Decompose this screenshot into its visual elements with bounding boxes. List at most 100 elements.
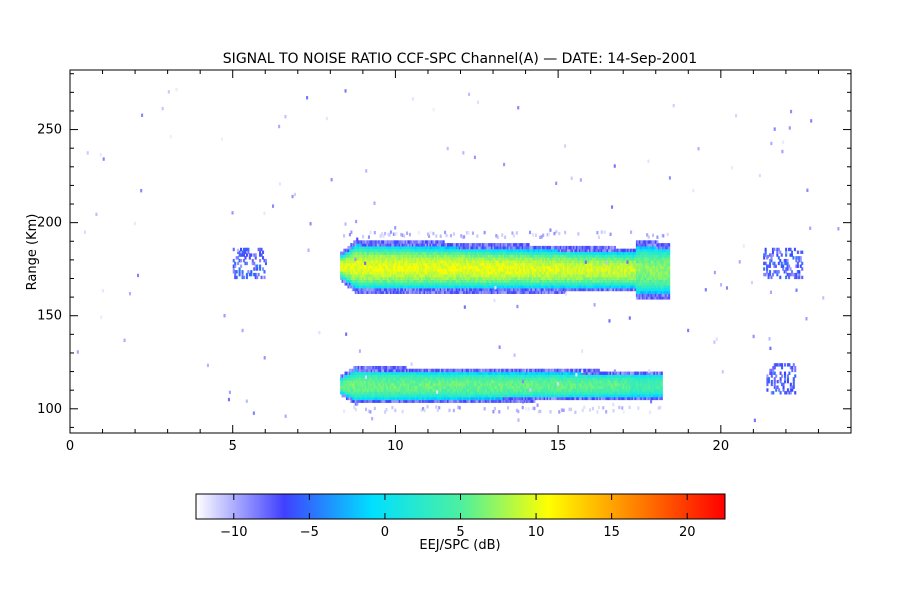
echo-cell	[363, 371, 366, 375]
echo-cell	[647, 273, 650, 278]
echo-cell	[388, 268, 391, 272]
echo-cell	[644, 248, 647, 253]
echo-cell	[427, 271, 431, 275]
echo-cell	[600, 262, 603, 267]
echo-cell	[572, 273, 575, 278]
echo-cell	[385, 377, 388, 381]
echo-cell	[384, 371, 387, 375]
echo-cell	[591, 257, 595, 261]
echo-cell	[432, 279, 435, 283]
echo-cell	[593, 248, 596, 253]
echo-cell	[426, 251, 429, 255]
echo-cell	[490, 265, 493, 269]
echo-cell	[395, 251, 398, 255]
echo-cell	[537, 265, 540, 269]
echo-cell	[363, 399, 366, 403]
echo-cell	[405, 388, 409, 392]
echo-cell	[514, 271, 517, 275]
echo-cell	[378, 259, 381, 264]
echo-cell	[476, 257, 479, 261]
echo-cell	[496, 271, 499, 275]
echo-fringe-cell	[496, 235, 499, 239]
echo-cell	[435, 245, 438, 250]
echo-cell	[613, 254, 616, 258]
echo-cell	[436, 393, 439, 398]
echo-cell	[392, 285, 395, 289]
echo-cell	[511, 273, 514, 278]
echo-cell	[348, 388, 351, 392]
echo-cell	[602, 285, 605, 289]
echo-cell	[419, 282, 422, 286]
echo-cell	[384, 265, 387, 269]
echo-cell	[363, 287, 366, 292]
echo-cell	[498, 243, 501, 247]
echo-fringe-cell	[460, 234, 463, 238]
echo-cell	[572, 262, 575, 267]
echo-cell	[548, 268, 551, 272]
echo-cell	[420, 290, 423, 294]
echo-cell	[515, 268, 518, 272]
echo-cell	[653, 262, 656, 267]
echo-fringe-cell	[467, 231, 470, 235]
echo-cell	[405, 243, 409, 247]
echo-cell	[356, 262, 359, 267]
echo-cell	[364, 257, 368, 261]
echo-cell	[372, 290, 375, 294]
echo-cell	[356, 391, 359, 395]
echo-cell	[354, 271, 357, 275]
echo-cell	[534, 279, 537, 283]
echo-cell	[512, 279, 515, 283]
echo-cell	[422, 279, 425, 283]
echo-cell	[539, 287, 542, 292]
echo-cell	[654, 273, 658, 278]
echo-cell	[637, 259, 640, 264]
echo-cell	[650, 259, 653, 264]
echo-cell	[652, 268, 655, 272]
echo-cell	[581, 279, 584, 283]
echo-cell	[379, 393, 382, 398]
echo-cell	[405, 385, 409, 389]
echo-cell	[539, 257, 542, 261]
echo-cell	[477, 287, 480, 292]
echo-cell	[550, 268, 554, 272]
echo-cell	[410, 282, 413, 286]
echo-cell	[511, 285, 514, 289]
echo-cell	[496, 259, 499, 264]
echo-cell	[414, 254, 417, 258]
echo-cell	[423, 276, 426, 281]
echo-cell	[430, 287, 433, 292]
echo-cell	[631, 251, 634, 255]
echo-cell	[605, 268, 608, 272]
echo-cell	[634, 271, 637, 275]
echo-cell	[385, 393, 388, 398]
echo-cell	[652, 254, 655, 258]
echo-cell	[591, 271, 595, 275]
echo-cell	[354, 368, 357, 373]
echo-cell	[638, 248, 641, 253]
echo-cell	[388, 377, 391, 381]
echo-cell	[485, 276, 488, 281]
echo-cell	[619, 271, 622, 275]
echo-cell	[477, 248, 480, 253]
echo-cell	[356, 254, 359, 258]
echo-cell	[403, 371, 406, 375]
echo-cell	[427, 243, 431, 247]
echo-cell	[530, 285, 533, 289]
echo-cell	[427, 374, 431, 378]
echo-cell	[580, 245, 583, 250]
echo-cell	[455, 287, 458, 292]
echo-cell	[646, 243, 649, 247]
echo-cell	[586, 268, 589, 272]
echo-cell	[403, 265, 406, 269]
echo-cell	[452, 245, 455, 250]
echo-cell	[404, 254, 407, 258]
echo-cell	[414, 271, 417, 275]
echo-cell	[559, 245, 562, 250]
echo-cell	[521, 248, 524, 253]
echo-cell	[615, 265, 618, 269]
echo-cell	[521, 276, 524, 281]
echo-cell	[381, 374, 384, 378]
echo-cell	[397, 396, 400, 401]
echo-cell	[514, 262, 517, 267]
echo-cell	[341, 391, 344, 395]
